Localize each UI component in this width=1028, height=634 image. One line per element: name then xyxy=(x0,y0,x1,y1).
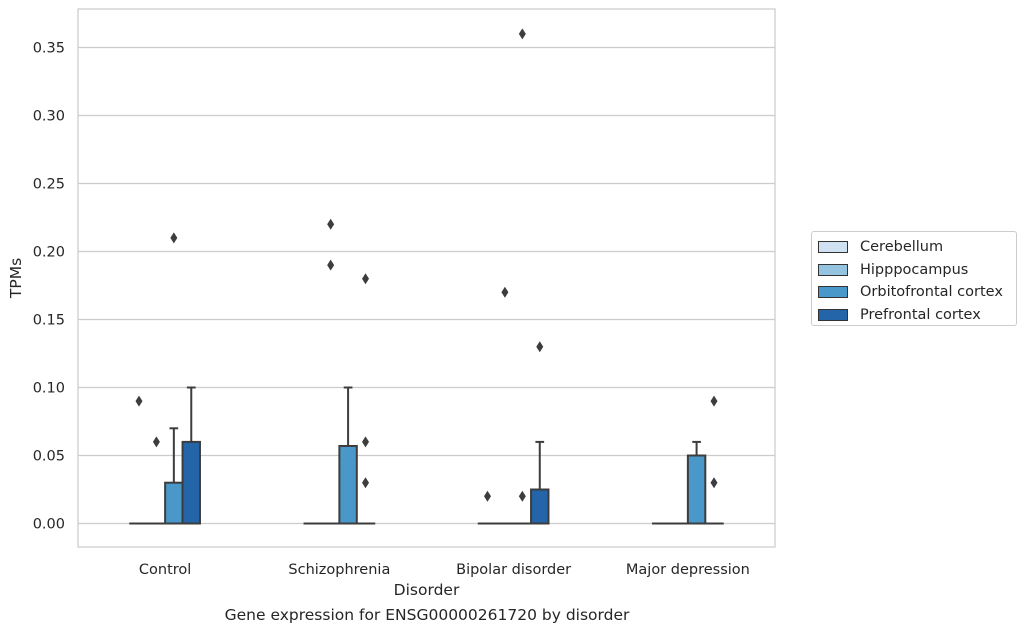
y-tick-label: 0.05 xyxy=(33,449,65,465)
outlier-point xyxy=(536,341,544,353)
outlier-point xyxy=(501,286,509,298)
y-tick-label: 0.20 xyxy=(33,245,65,261)
outlier-point xyxy=(710,395,718,407)
legend-swatch xyxy=(818,286,848,299)
legend-label: Hipppocampus xyxy=(860,261,969,278)
outlier-point xyxy=(327,259,335,271)
figure-caption: Gene expression for ENSG00000261720 by d… xyxy=(224,606,630,624)
outlier-point xyxy=(170,232,178,244)
legend-swatch xyxy=(818,263,848,276)
outlier-point xyxy=(710,477,718,489)
y-tick-label: 0.35 xyxy=(33,41,65,57)
y-tick-label: 0.10 xyxy=(33,381,65,397)
outlier-point xyxy=(327,218,335,230)
box-body xyxy=(686,454,707,525)
outlier-point xyxy=(483,490,491,502)
box-prefrontal-cortex xyxy=(530,440,550,525)
box-body xyxy=(164,481,184,525)
y-tick-label: 0.15 xyxy=(33,313,65,329)
box-prefrontal-cortex xyxy=(181,386,201,525)
legend-item-orbitofrontal-cortex: Orbitofrontal cortex xyxy=(818,281,1016,304)
outlier-point xyxy=(518,28,526,40)
legend-item-prefrontal-cortex: Prefrontal cortex xyxy=(818,304,1016,327)
outlier-point xyxy=(135,395,143,407)
box-orbitofrontal-cortex xyxy=(686,440,707,525)
legend-label: Orbitofrontal cortex xyxy=(860,284,1003,301)
x-tick-label: Bipolar disorder xyxy=(456,562,571,578)
legend-label: Prefrontal cortex xyxy=(860,306,981,323)
legend-item-cerebellum: Cerebellum xyxy=(818,236,1016,259)
x-tick-label: Major depression xyxy=(626,562,750,578)
x-tick-label: Schizophrenia xyxy=(288,562,390,578)
y-tick-labels: 0.00 0.05 0.10 0.15 0.20 0.25 0.30 0.35 xyxy=(33,41,65,533)
outliers xyxy=(135,28,718,502)
outlier-point xyxy=(362,477,370,489)
outlier-point xyxy=(362,436,370,448)
plot-area-frame xyxy=(77,8,776,548)
x-axis-label: Disorder xyxy=(394,581,460,599)
x-tick-labels: Control Schizophrenia Bipolar disorder Majo… xyxy=(139,562,750,578)
box-body xyxy=(338,444,358,525)
legend-item-hippocampus: Hipppocampus xyxy=(818,259,1016,282)
legend-swatch xyxy=(818,241,848,254)
box-body xyxy=(530,488,550,525)
outlier-point xyxy=(518,490,526,502)
y-tick-label: 0.25 xyxy=(33,177,65,193)
legend-swatch xyxy=(818,308,848,321)
legend: Cerebellum Hipppocampus Orbitofrontal co… xyxy=(811,231,1017,326)
y-tick-label: 0.00 xyxy=(33,517,65,533)
y-axis-label: TPMs xyxy=(7,258,25,299)
x-tick-label: Control xyxy=(139,562,191,578)
outlier-point xyxy=(362,273,370,285)
box-orbitofrontal-cortex xyxy=(338,386,358,525)
outlier-point xyxy=(152,436,160,448)
legend-label: Cerebellum xyxy=(860,239,944,256)
boxes xyxy=(129,386,724,525)
box-orbitofrontal-cortex xyxy=(164,427,184,525)
y-tick-label: 0.30 xyxy=(33,109,65,125)
box-body xyxy=(181,440,201,525)
